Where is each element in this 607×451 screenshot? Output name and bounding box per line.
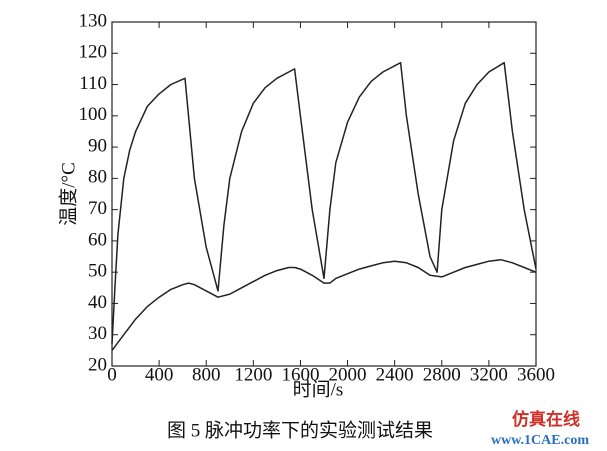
x-tick-label: 1600 (281, 364, 319, 385)
y-tick-label: 60 (88, 229, 107, 250)
x-tick-label: 2800 (423, 364, 461, 385)
x-tick-label: 800 (192, 364, 221, 385)
x-tick-label: 3600 (517, 364, 555, 385)
caption: 图 5 脉冲功率下的实验测试结果 (167, 419, 433, 441)
watermark: 仿真在线 (512, 409, 580, 429)
watermark: www.1CAE.com (491, 433, 589, 448)
x-axis-label: 时间/s (293, 378, 344, 400)
x-tick-label: 2400 (376, 364, 414, 385)
x-tick-label: 0 (107, 364, 117, 385)
data-line (111, 61, 537, 345)
x-tick-label: 3200 (470, 364, 508, 385)
x-tick-label: 1200 (234, 364, 272, 385)
y-tick-label: 110 (79, 73, 107, 94)
y-axis-label: 温度/°C (57, 162, 79, 226)
x-tick-label: 400 (145, 364, 174, 385)
y-tick-label: 130 (79, 10, 108, 31)
y-tick-label: 120 (79, 42, 108, 63)
y-tick-label: 20 (88, 354, 107, 375)
y-tick-label: 80 (88, 167, 107, 188)
y-tick-label: 70 (88, 198, 107, 219)
plot-frame (111, 21, 537, 367)
y-tick-label: 100 (79, 104, 108, 125)
y-tick-label: 50 (88, 261, 107, 282)
y-tick-label: 90 (88, 135, 107, 156)
y-tick-label: 40 (88, 292, 107, 313)
y-tick-label: 30 (88, 323, 107, 344)
x-tick-label: 2000 (329, 364, 367, 385)
data-line (111, 258, 537, 351)
